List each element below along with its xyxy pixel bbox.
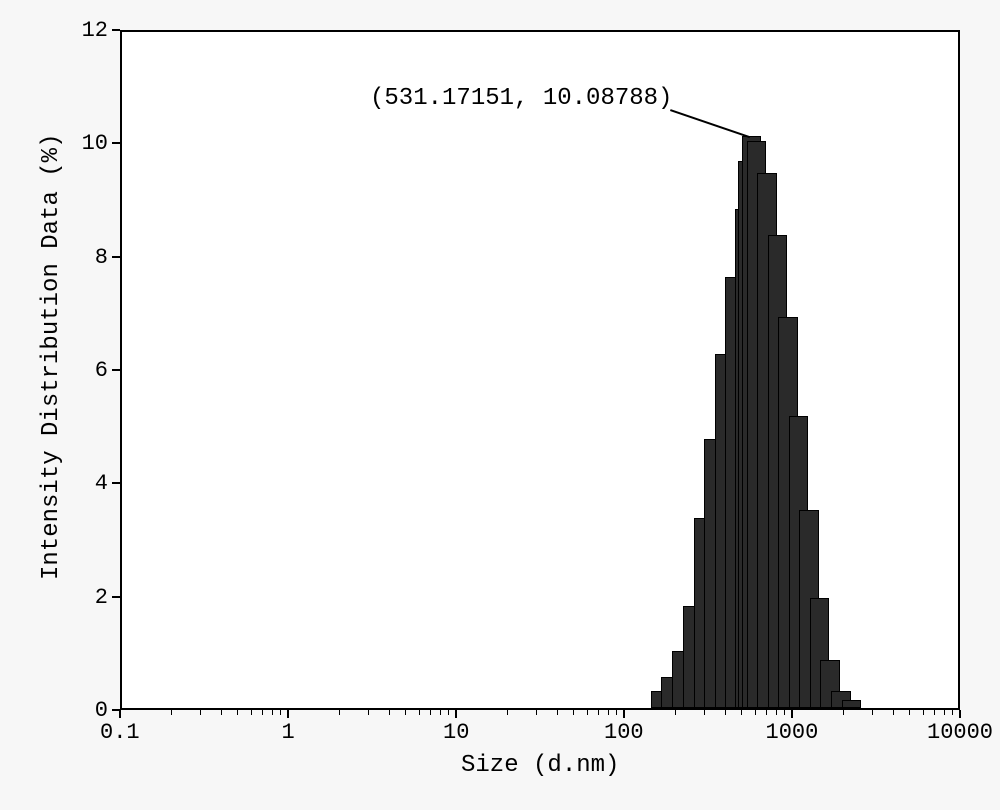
x-tick	[623, 710, 625, 718]
x-minor-tick	[923, 710, 924, 715]
y-tick	[112, 142, 120, 144]
y-tick-label: 4	[95, 471, 108, 496]
y-tick	[112, 596, 120, 598]
x-tick	[791, 710, 793, 718]
x-minor-tick	[755, 710, 756, 715]
x-minor-tick	[440, 710, 441, 715]
x-minor-tick	[280, 710, 281, 715]
x-minor-tick	[171, 710, 172, 715]
chart-container: Intensity Distribution Data (%) Size (d.…	[0, 0, 1000, 810]
x-tick-label: 1	[282, 720, 295, 745]
x-minor-tick	[339, 710, 340, 715]
x-minor-tick	[766, 710, 767, 715]
x-minor-tick	[587, 710, 588, 715]
y-tick-label: 6	[95, 358, 108, 383]
x-tick-label: 10000	[927, 720, 993, 745]
y-axis-label: Intensity Distribution Data (%)	[38, 134, 65, 580]
x-minor-tick	[741, 710, 742, 715]
x-tick-label: 10	[443, 720, 469, 745]
x-tick-label: 1000	[766, 720, 819, 745]
x-minor-tick	[272, 710, 273, 715]
x-minor-tick	[573, 710, 574, 715]
x-axis-label: Size (d.nm)	[461, 752, 619, 779]
x-minor-tick	[200, 710, 201, 715]
x-minor-tick	[776, 710, 777, 715]
y-tick	[112, 29, 120, 31]
x-minor-tick	[419, 710, 420, 715]
x-minor-tick	[893, 710, 894, 715]
x-tick-label: 100	[604, 720, 644, 745]
histogram-bar	[842, 700, 861, 709]
y-tick	[112, 256, 120, 258]
x-minor-tick	[675, 710, 676, 715]
x-minor-tick	[430, 710, 431, 715]
x-tick	[119, 710, 121, 718]
x-minor-tick	[598, 710, 599, 715]
y-tick-label: 12	[82, 18, 108, 43]
y-tick-label: 8	[95, 245, 108, 270]
x-minor-tick	[784, 710, 785, 715]
y-tick-label: 2	[95, 585, 108, 610]
x-tick	[287, 710, 289, 718]
plot-area	[120, 30, 960, 710]
x-minor-tick	[536, 710, 537, 715]
x-minor-tick	[616, 710, 617, 715]
x-minor-tick	[237, 710, 238, 715]
y-tick	[112, 482, 120, 484]
x-tick	[455, 710, 457, 718]
y-tick-label: 10	[82, 131, 108, 156]
peak-annotation: (531.17151, 10.08788)	[370, 85, 672, 112]
x-minor-tick	[262, 710, 263, 715]
x-minor-tick	[725, 710, 726, 715]
x-minor-tick	[557, 710, 558, 715]
y-tick	[112, 369, 120, 371]
x-minor-tick	[507, 710, 508, 715]
x-tick-label: 0.1	[100, 720, 140, 745]
x-minor-tick	[952, 710, 953, 715]
x-minor-tick	[843, 710, 844, 715]
x-minor-tick	[909, 710, 910, 715]
x-minor-tick	[368, 710, 369, 715]
x-tick	[959, 710, 961, 718]
x-minor-tick	[405, 710, 406, 715]
x-minor-tick	[872, 710, 873, 715]
x-minor-tick	[934, 710, 935, 715]
x-minor-tick	[448, 710, 449, 715]
x-minor-tick	[389, 710, 390, 715]
x-minor-tick	[944, 710, 945, 715]
x-minor-tick	[251, 710, 252, 715]
x-minor-tick	[608, 710, 609, 715]
x-minor-tick	[704, 710, 705, 715]
x-minor-tick	[221, 710, 222, 715]
